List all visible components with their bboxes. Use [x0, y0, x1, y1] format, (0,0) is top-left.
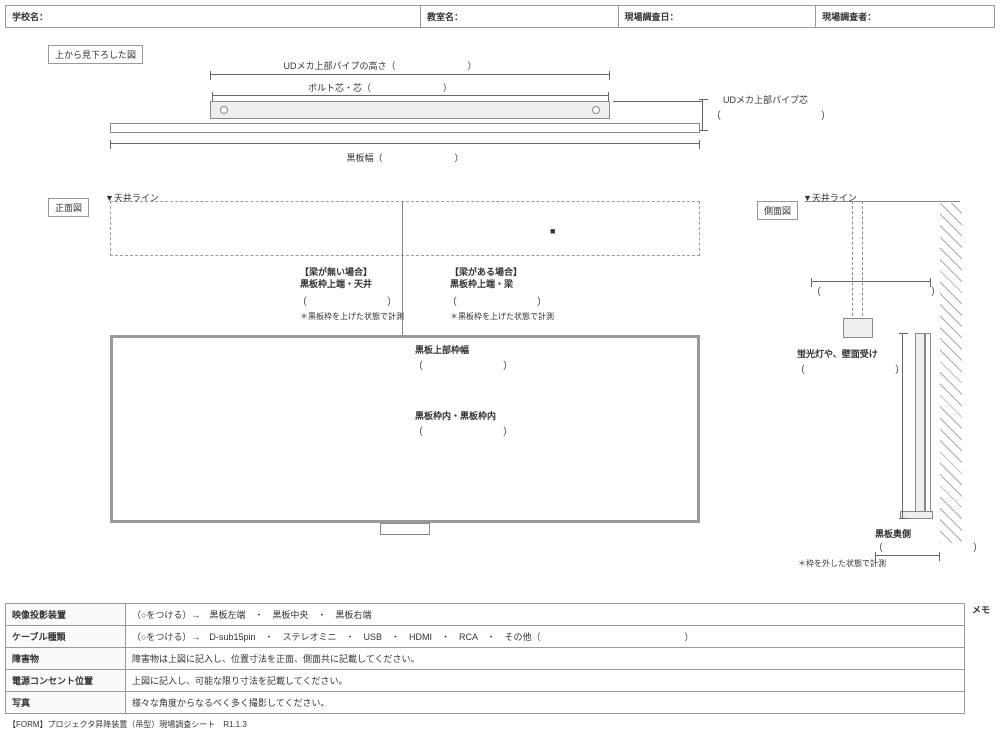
- row4-value: 上図に記入し、可能な限り寸法を記載してください。: [126, 670, 965, 692]
- dim-line-boardwidth: [110, 143, 700, 144]
- no-beam-note: ＊黒板枠を上げた状態で計測: [300, 311, 404, 322]
- with-beam-paren: （ ）: [447, 293, 547, 308]
- row2-label: ケーブル種類: [6, 626, 126, 648]
- board-top-strip: [110, 123, 700, 133]
- side-board-profile2: [925, 333, 931, 518]
- bolt-right-icon: [592, 106, 600, 114]
- table-row: 障害物障害物は上図に記入し、位置寸法を正面、側面共に記載してください。: [6, 648, 965, 670]
- side-pipe-1: [852, 201, 853, 321]
- side-note: ＊枠を外した状態で計測: [798, 558, 886, 569]
- side-board-paren: （ ）: [873, 539, 983, 554]
- table-row: ケーブル種類（○をつける）→ D-sub15pin ・ ステレオミニ ・ USB…: [6, 626, 965, 648]
- dim-line-3: [702, 99, 703, 131]
- side-pipe-2: [862, 201, 863, 321]
- inner-height-paren: （ ）: [413, 357, 513, 372]
- ceiling-dashed-box: [110, 201, 700, 256]
- top-view-label: 上から見下ろした図: [48, 45, 143, 64]
- row3-value: 障害物は上図に記入し、位置寸法を正面、側面共に記載してください。: [126, 648, 965, 670]
- side-lamp-paren: （ ）: [795, 361, 905, 376]
- table-row: 電源コンセント位置上図に記入し、可能な限り寸法を記載してください。: [6, 670, 965, 692]
- dim-line-2: [212, 95, 609, 96]
- dim-pipe-paren: （ ）: [711, 107, 831, 122]
- with-beam-note: ＊黒板枠を上げた状態で計測: [450, 311, 554, 322]
- row1-label: 映像投影装置: [6, 604, 126, 626]
- side-wall-hatch: [940, 203, 962, 543]
- with-beam-label2: 黒板枠上端・梁: [450, 277, 513, 290]
- side-paren-1: （ ）: [811, 283, 941, 298]
- inner-height-label: 黒板上部枠幅: [415, 343, 469, 356]
- side-lamp-label: 蛍光灯や、壁面受け: [797, 347, 878, 360]
- chalk-tray: [380, 523, 430, 535]
- black-square: ■: [550, 226, 555, 236]
- memo-label: メモ: [972, 603, 990, 616]
- row5-value: 様々な角度からなるべく多く撮影してください。: [126, 692, 965, 714]
- row4-label: 電源コンセント位置: [6, 670, 126, 692]
- row1-value[interactable]: （○をつける）→ 黒板左端 ・ 黒板中央 ・ 黒板右端: [126, 604, 965, 626]
- side-dim-h: [811, 281, 931, 282]
- bolt-left-icon: [220, 106, 228, 114]
- header-date[interactable]: 現場調査日：: [619, 6, 817, 27]
- leader-1: [613, 101, 703, 102]
- blackboard-frame: [110, 335, 700, 523]
- row2-value[interactable]: （○をつける）→ D-sub15pin ・ ステレオミニ ・ USB ・ HDM…: [126, 626, 965, 648]
- dim-pipe-height: UDメカ上部パイプの高さ（ ）: [230, 59, 530, 72]
- side-board-profile: [915, 333, 925, 518]
- side-view-label: 側面図: [757, 201, 798, 220]
- side-ceiling-line: [805, 201, 960, 202]
- mounting-bar: [210, 101, 610, 119]
- dim-pipe-label: UDメカ上部パイプ芯: [723, 93, 808, 106]
- dim-boardwidth: 黒板幅（ ）: [305, 151, 505, 164]
- header-row: 学校名： 教室名： 現場調査日： 現場調査者：: [5, 5, 995, 28]
- header-surveyor[interactable]: 現場調査者：: [816, 6, 994, 27]
- row5-label: 写真: [6, 692, 126, 714]
- board-inner-paren: （ ）: [413, 423, 513, 438]
- no-beam-paren: （ ）: [297, 293, 397, 308]
- header-school[interactable]: 学校名：: [6, 6, 421, 27]
- dim-bolt: ボルト芯・芯（ ）: [270, 81, 490, 94]
- no-beam-label2: 黒板枠上端・天井: [300, 277, 372, 290]
- board-inner-label: 黒板枠内・黒板枠内: [415, 409, 496, 422]
- row3-label: 障害物: [6, 648, 126, 670]
- table-row: 写真様々な角度からなるべく多く撮影してください。: [6, 692, 965, 714]
- side-dim-bottom: [875, 555, 940, 556]
- header-room[interactable]: 教室名：: [421, 6, 619, 27]
- info-table: 映像投影装置（○をつける）→ 黒板左端 ・ 黒板中央 ・ 黒板右端 ケーブル種類…: [5, 603, 965, 714]
- front-view-label: 正面図: [48, 198, 89, 217]
- side-projector: [843, 318, 873, 338]
- ceiling-line-2: ▼天井ライン: [803, 191, 857, 204]
- table-row: 映像投影装置（○をつける）→ 黒板左端 ・ 黒板中央 ・ 黒板右端: [6, 604, 965, 626]
- side-dim-v: [902, 333, 903, 519]
- footer-text: 【FORM】プロジェクタ昇降装置（吊型）現場調査シート R1.1.3: [8, 719, 992, 730]
- dim-line-1: [210, 74, 610, 75]
- diagram-area: 上から見下ろした図 UDメカ上部パイプの高さ（ ） ボルト芯・芯（ ） UDメカ…: [5, 33, 995, 593]
